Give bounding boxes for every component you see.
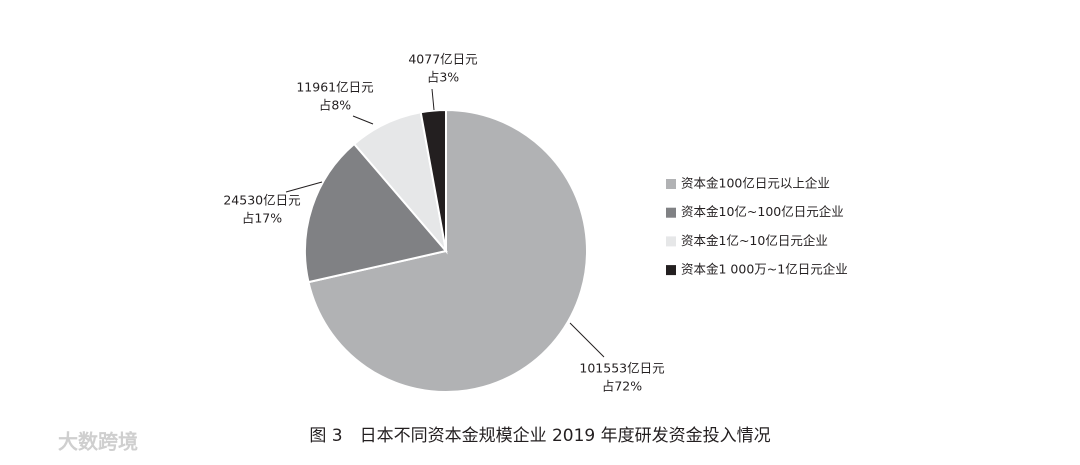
leader-line (431, 88, 435, 111)
pie-slice (307, 108, 588, 393)
data-label: 24530亿日元 (223, 193, 300, 208)
share-label: 占72% (602, 379, 642, 394)
leader-line (569, 322, 605, 358)
pie-slice (419, 108, 447, 252)
leader-line (352, 115, 374, 125)
legend-label: 资本金1 000万~1亿日元企业 (681, 262, 848, 277)
share-label: 占17% (242, 211, 282, 226)
watermark: 大数跨境 (58, 430, 138, 454)
share-label: 占3% (427, 70, 459, 85)
share-label: 占8% (319, 98, 351, 113)
legend-swatch (666, 265, 676, 276)
legend-label: 资本金1亿~10亿日元企业 (681, 233, 828, 248)
legend-swatch (666, 179, 676, 189)
data-label: 101553亿日元 (579, 361, 664, 376)
leader-line (285, 181, 323, 193)
legend-swatch (666, 236, 676, 247)
pie-slice (304, 142, 448, 284)
chart-title: 图 3 日本不同资本金规模企业 2019 年度研发资金投入情况 (309, 426, 770, 446)
legend-label: 资本金10亿~100亿日元企业 (681, 204, 844, 219)
legend-swatch (666, 207, 676, 218)
data-label: 11961亿日元 (296, 80, 373, 95)
data-label: 4077亿日元 (408, 52, 477, 67)
legend-label: 资本金100亿日元以上企业 (681, 176, 830, 191)
